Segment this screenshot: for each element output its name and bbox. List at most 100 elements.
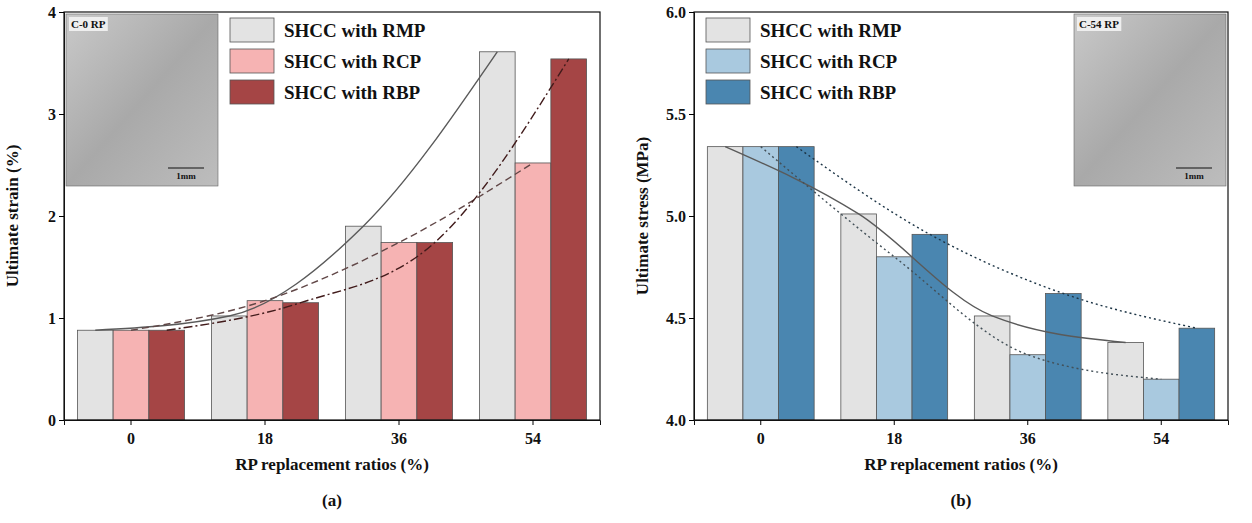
y-tick: 4.0 [666,412,694,429]
legend-swatch [706,49,750,73]
legend-label: SHCC with RCP [284,51,422,72]
y-tick-mark [689,318,694,319]
y-tick: 2 [48,208,64,225]
x-tick: 54 [525,420,541,447]
inset-label-bg [69,17,108,31]
inset-label: C-54 RP [1079,18,1119,30]
x-tick: 36 [391,420,407,447]
y-axis: 01234 [48,4,65,429]
x-axis: 0 18 36 54 [65,420,601,447]
y-axis-title: Ultimate strain (%) [3,145,22,288]
legend-label: SHCC with RBP [760,82,897,103]
trend-line [167,59,569,330]
x-tick: 54 [1153,420,1169,447]
panel: 4.0 4.5 5.0 5.5 6.0 0 18 36 54 RP replacement rat… [633,4,1229,510]
inset-image [1074,14,1226,186]
legend-swatch [706,18,750,42]
bar [345,226,381,420]
bar [417,243,453,420]
bar [479,52,515,420]
x-tick-label: 36 [1020,430,1036,447]
x-tick-mark [1161,420,1162,425]
bar [1179,328,1215,420]
bar [1046,294,1082,420]
y-tick-label: 5.0 [666,208,686,225]
bar [707,147,743,420]
x-tick: 18 [886,420,902,447]
legend-label: SHCC with RCP [760,51,898,72]
y-tick-mark [689,420,694,421]
legend-swatch [230,18,274,42]
y-tick-label: 2 [48,208,56,225]
x-axis: 0 18 36 54 [695,420,1229,447]
y-tick-mark [689,114,694,115]
y-axis-title: Ultimate stress (MPa) [633,137,652,295]
x-tick-label: 0 [127,430,135,447]
x-tick-mark [894,420,895,425]
legend-swatch [230,49,274,73]
trend-line [725,147,1126,343]
plot-marks [707,147,1214,420]
y-tick-mark [59,318,64,319]
legend: SHCC with RMP SHCC with RCP SHCC with RBP [230,18,426,104]
bar [779,147,815,420]
y-tick: 4 [48,4,64,21]
bar [77,330,113,420]
y-tick: 4.5 [666,310,694,327]
legend: SHCC with RMP SHCC with RCP SHCC with RBP [706,18,902,104]
x-tick: 18 [257,420,273,447]
y-tick-label: 3 [48,106,56,123]
x-axis-title: RP replacement ratios (%) [864,455,1058,474]
trend-line [131,163,533,330]
x-axis-line [65,421,601,426]
y-tick-label: 5.5 [666,106,686,123]
x-tick-mark [760,420,761,425]
y-axis: 4.0 4.5 5.0 5.5 6.0 [666,4,695,429]
legend-label: SHCC with RMP [760,20,902,41]
scale-label: 1mm [176,171,196,181]
y-tick: 6.0 [666,4,694,21]
plot-frame [64,12,600,420]
x-tick-label: 0 [757,430,765,447]
x-tick-label: 18 [886,430,902,447]
y-tick-label: 4.0 [666,412,686,429]
bar [743,147,779,420]
bar [876,257,912,420]
x-tick-mark [533,420,534,425]
y-tick-mark [59,12,64,13]
bar [1108,342,1144,420]
bar [283,303,319,420]
legend-label: SHCC with RBP [284,82,421,103]
x-tick-mark [399,420,400,425]
x-tick: 36 [1020,420,1036,447]
panel-title: (a) [322,491,342,510]
inset-label: C-0 RP [71,18,106,30]
x-tick-label: 54 [525,430,541,447]
x-axis-title: RP replacement ratios (%) [235,455,429,474]
chart-svg: 0 1 2 3 4 0 18 36 54 RP replacement ratios (%) Ult… [0,0,1252,523]
x-tick-label: 54 [1153,430,1169,447]
bar [381,243,417,420]
scale-bar [168,167,204,168]
panel-title: (b) [951,491,972,510]
bar [515,163,551,420]
x-axis-line [695,421,1229,426]
y-tick-label: 4 [48,4,56,21]
inset-label-bg [1077,17,1121,31]
y-tick: 5.0 [666,208,694,225]
x-tick-mark [1027,420,1028,425]
x-tick-mark [131,420,132,425]
y-tick-mark [59,114,64,115]
inset-image [66,14,218,186]
bar [247,301,283,420]
bar [1010,355,1046,420]
legend-swatch [230,80,274,104]
bar [211,316,247,420]
bar [1143,379,1179,420]
panel: 0 1 2 3 4 0 18 36 54 RP replacement ratios (%) Ult… [3,4,601,510]
legend-label: SHCC with RMP [284,20,426,41]
x-tick-label: 36 [391,430,407,447]
scale-bar [1176,167,1212,168]
y-tick-mark [59,420,64,421]
y-tick: 1 [48,310,64,327]
